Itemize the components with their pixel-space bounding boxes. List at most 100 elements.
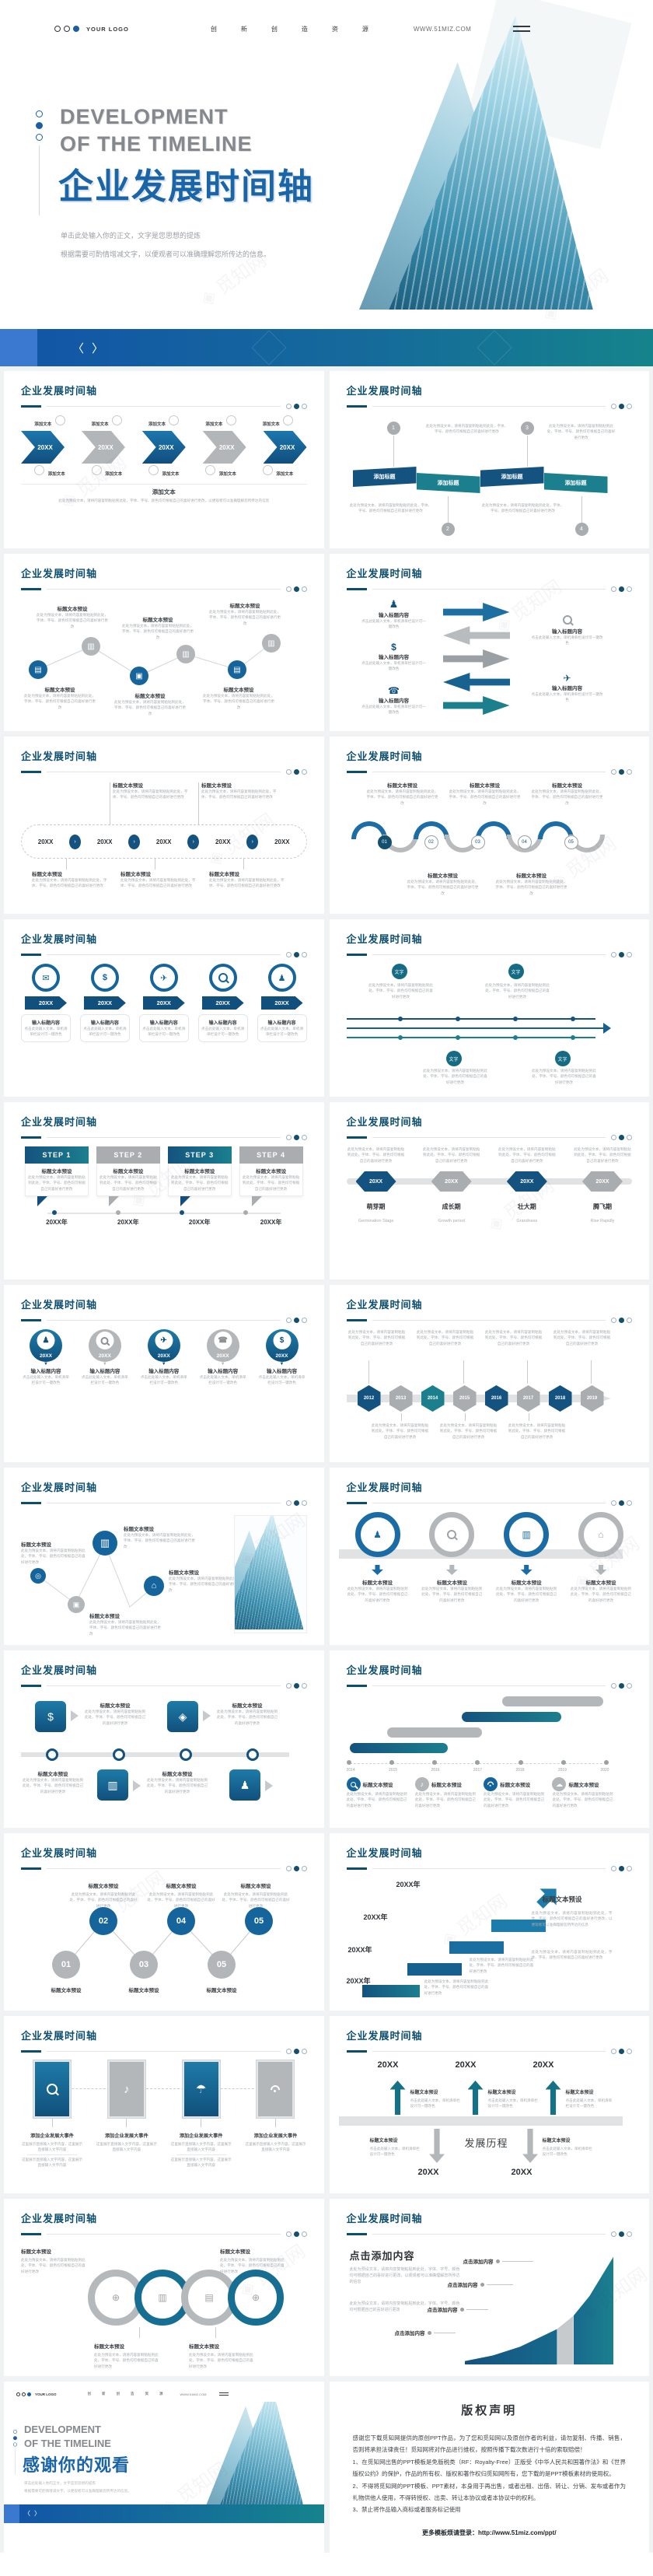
pagination-dots[interactable]	[611, 1135, 632, 1140]
pagination-dots[interactable]	[611, 1866, 632, 1871]
label-body: 此处为预设文本，请将内容复制粘贴到此处，字体、字号、颜色均可根据自己的喜好进行更…	[201, 789, 277, 800]
prev-arrow[interactable]: 〈	[72, 342, 93, 355]
pagination-dots[interactable]	[285, 1318, 307, 1323]
label-title: 标题文本预设	[220, 2249, 250, 2255]
year-label: 20XX	[377, 2060, 399, 2070]
gantt-bar	[349, 1743, 448, 1753]
pagination-dots[interactable]	[285, 952, 307, 957]
logo: YOUR LOGO	[16, 2392, 57, 2396]
slide-thumbnail-icon-squares[interactable]: 企业发展时间轴 $ 标题文本预设 此处为预设文本，请将内容复制粘贴到此处，字体、…	[4, 1650, 324, 1828]
event-body: 这里展示直接输入文字内容，这里展示直接输入文字内容	[96, 2142, 157, 2152]
prev-arrow[interactable]: 〈	[24, 2510, 34, 2517]
pagination-dots[interactable]	[611, 952, 632, 957]
arrowhead	[602, 1023, 611, 1034]
site-url[interactable]: WWW.51MIZ.COM	[413, 25, 472, 33]
nav-item[interactable]: 源	[361, 25, 368, 33]
label-body: 点击此处输入文本，单机滑单栏设计可一键改色	[565, 2098, 613, 2109]
slide-thumbnail-zigzag-icons[interactable]: 企业发展时间轴 标题文本预设 此处为预设文本，请将内容复制粘贴到此处，字体、字号…	[4, 554, 324, 731]
label-title: 标题文本预设	[585, 1580, 616, 1586]
phase-cn: 壮大期	[517, 1203, 536, 1211]
slide-thumbnail-ring-arrows[interactable]: 企业发展时间轴 ♟ ▥ ⌂	[329, 1468, 649, 1645]
slide-title: 企业发展时间轴	[21, 1664, 98, 1676]
label-body: 此处为预设文本，请将内容复制粘贴到此处，字体、字号、颜色均可根据自己的喜好进行更…	[37, 613, 108, 628]
pagination-dots[interactable]	[285, 2231, 307, 2237]
nav-item[interactable]: 造	[301, 25, 308, 33]
nav-item[interactable]: 资	[331, 25, 338, 33]
up-arrow	[545, 2081, 561, 2115]
template-link[interactable]: 更多模板烦请登录：http://www.51miz.com/ppt/	[421, 2529, 557, 2536]
slide-thumbnail-double-line-arrow[interactable]: 企业发展时间轴 文字 此处为预设文本，请将内容复制粘贴到此处，字体、字号、颜色均…	[329, 919, 649, 1097]
label-title: 标题文本预设	[362, 1783, 393, 1788]
label: 添加文本	[162, 472, 180, 477]
slide-thumbnail-numbered-circles[interactable]: 企业发展时间轴 标题文本预设 此处为预设文本，请将内容复制粘贴到此处，字体、字号、…	[4, 1833, 324, 2011]
nav-item[interactable]: 新	[240, 25, 247, 33]
pagination-dots[interactable]	[611, 1318, 632, 1323]
dollar-icon: $	[273, 1332, 291, 1349]
label-title: 标题文本预设	[431, 1783, 462, 1788]
banner-segment: 添加标题	[543, 473, 608, 493]
step-header: STEP 4	[239, 1146, 303, 1164]
slide-thumbnail-pill-timeline[interactable]: 企业发展时间轴 标题文本预设 此处为预设文本，请将内容复制粘贴到此处，字体、字号…	[4, 737, 324, 914]
slide-thumbnail-stair-arrow[interactable]: 企业发展时间轴 20XX年 20XX年 20XX年 20XX年 此处为预设文本，…	[329, 1833, 649, 2011]
slide-title: 企业发展时间轴	[346, 1847, 423, 1859]
slide-thumbnail-interlocked-rings[interactable]: 企业发展时间轴 标题文本预设 此处为预设文本，请将内容复制粘贴到此处，字体、字号、…	[4, 2199, 324, 2376]
label-title: 输入标题内容	[552, 629, 582, 635]
pagination-dots[interactable]	[611, 1500, 632, 1506]
label-title: 输入标题内容	[208, 1021, 237, 1026]
pagination-dots[interactable]	[611, 586, 632, 592]
pagination-dots[interactable]	[611, 769, 632, 775]
globe-icon: ⊕	[228, 2270, 284, 2326]
phase-cn: 萌芽期	[366, 1203, 386, 1211]
year-label: 20XX年	[188, 1219, 211, 1227]
label-title: 标题文本预设	[232, 1703, 263, 1709]
pagination-dots[interactable]	[285, 1866, 307, 1871]
pagination-dots[interactable]	[285, 769, 307, 775]
pagination-dots[interactable]	[285, 1135, 307, 1140]
label-title: 标题文本预设	[134, 694, 166, 699]
nav-item[interactable]: 创	[210, 25, 217, 33]
slide-thumbnail-updown-arrows[interactable]: 企业发展时间轴 20XX 20XX 20XX 标题文本预设 点击此处输入文本，单机…	[329, 2016, 649, 2193]
pagination-dots[interactable]	[285, 404, 307, 409]
slide-thumbnail-step-cards[interactable]: 企业发展时间轴 STEP 1 标题文本预设 此处为预设文本，请将内容复制粘贴到此处…	[4, 1102, 324, 1279]
slide-thumbnail-wave-timeline[interactable]: 企业发展时间轴 标题文本预设 此处为预设文本，请将内容复制粘贴到此处，字体、字号…	[329, 737, 649, 914]
pagination-dots[interactable]	[285, 2049, 307, 2054]
year-label: 20XX	[533, 2060, 554, 2070]
pagination-dots[interactable]	[285, 1683, 307, 1689]
slide-thumbnail-flag-columns[interactable]: 企业发展时间轴 ✉ 20XX 输入标题内容 点击此处输入文本，单机滑单栏设计可一键…	[4, 919, 324, 1097]
menu-icon[interactable]	[513, 26, 531, 32]
slide-thumbnail-network-building[interactable]: 企业发展时间轴 标题文本预设 此处为预设文本，请将内容复制粘贴到此处，字体、字号…	[4, 1468, 324, 1645]
pagination-dots[interactable]	[611, 2231, 632, 2237]
slide-grid: 企业发展时间轴 添加文本 添加文本 添加文本 添加文本 添加文本 20XX 20…	[0, 366, 653, 2553]
dev-course-label: 发展历程	[464, 2137, 508, 2149]
thanks-title-en-2: OF THE TIMELINE	[24, 2438, 111, 2449]
event-title: 添加企业发展大事件	[104, 2133, 148, 2139]
caption: 此处为预设文本，请将内容复制粘贴到此处，字体、字号、颜色均可根据自己的喜好进行更…	[349, 503, 432, 513]
slide-thumbnail-phase-timeline[interactable]: 企业发展时间轴 此处为预设文本，请将内容复制粘贴到此处，字体、字号、颜色均可根据…	[329, 1102, 649, 1279]
caption: 此处为预设文本，请将内容复制粘贴到此处，字体、字号、颜色均可根据自己的喜好进行更…	[508, 1423, 566, 1439]
pagination-dots[interactable]	[611, 1683, 632, 1689]
label-title: 输入标题内容	[149, 1021, 178, 1026]
slide-thumbnail-hex-year-timeline[interactable]: 企业发展时间轴 此处为预设文本，请将内容复制粘贴到此处，字体、字号、颜色均可根据…	[329, 1285, 649, 1462]
slide-thumbnail-growth-curve[interactable]: 企业发展时间轴 点击添加内容 此处为预设文本，请将内容复制粘贴到此处，字体、字号…	[329, 2199, 649, 2376]
next-arrow[interactable]: 〉	[34, 2510, 44, 2517]
label-body: 此处为预设文本，请将内容复制粘贴到此处，字体、字号、颜色均可根据自己的喜好进行更…	[495, 880, 567, 895]
slide-thumbnail-chevron-timeline[interactable]: 企业发展时间轴 添加文本 添加文本 添加文本 添加文本 添加文本 20XX 20…	[4, 371, 324, 548]
label-body: 此处为预设文本，请将内容复制粘贴到此处，字体、字号、颜色均可根据自己的喜好进行更…	[570, 1587, 632, 1602]
slide-thumbnail-event-rects[interactable]: 企业发展时间轴 添加企业发展大事件 这里展示直接输入文字内容，这里展示直接输入文…	[4, 2016, 324, 2193]
pagination-dots[interactable]	[285, 1500, 307, 1506]
circle-node	[283, 415, 294, 425]
slide-thumbnail-crescent-badges[interactable]: 企业发展时间轴 ♟ 20XX ▼ 输入标题内容 点击此处输入文本，单机滑单栏设计可…	[4, 1285, 324, 1462]
pagination-dots[interactable]	[285, 586, 307, 592]
next-arrow[interactable]: 〉	[92, 342, 112, 355]
caption: 此处为预设文本，请将内容复制粘贴到此处，字体、字号、颜色均可根据自己的喜好进行更…	[498, 1147, 556, 1163]
pagination-dots[interactable]	[611, 2049, 632, 2054]
slide-thumbnail-thanks[interactable]: YOUR LOGO 创新创造资源 WWW.51MIZ.COM DEVELOPME…	[4, 2382, 324, 2553]
slide-thumbnail-zigzag-banner[interactable]: 企业发展时间轴 1 此处为预设文本，请将内容复制粘贴到此处，字体、字号、颜色均可…	[329, 371, 649, 548]
slide-thumbnail-converging-arrows[interactable]: 企业发展时间轴 ♟ 输入标题内容 点击此处输入文本，单机滑单栏设计可一键改色 $…	[329, 554, 649, 731]
section-title: 点击添加内容	[349, 2250, 415, 2262]
pagination-dots[interactable]	[611, 404, 632, 409]
slide-thumbnail-gantt[interactable]: 企业发展时间轴 2014 2015 2016 2017 2018 2019 2020	[329, 1650, 649, 1828]
doc-icon: ▤	[228, 660, 246, 679]
arrowhead	[203, 1710, 211, 1721]
nav-item[interactable]: 创	[271, 25, 278, 33]
